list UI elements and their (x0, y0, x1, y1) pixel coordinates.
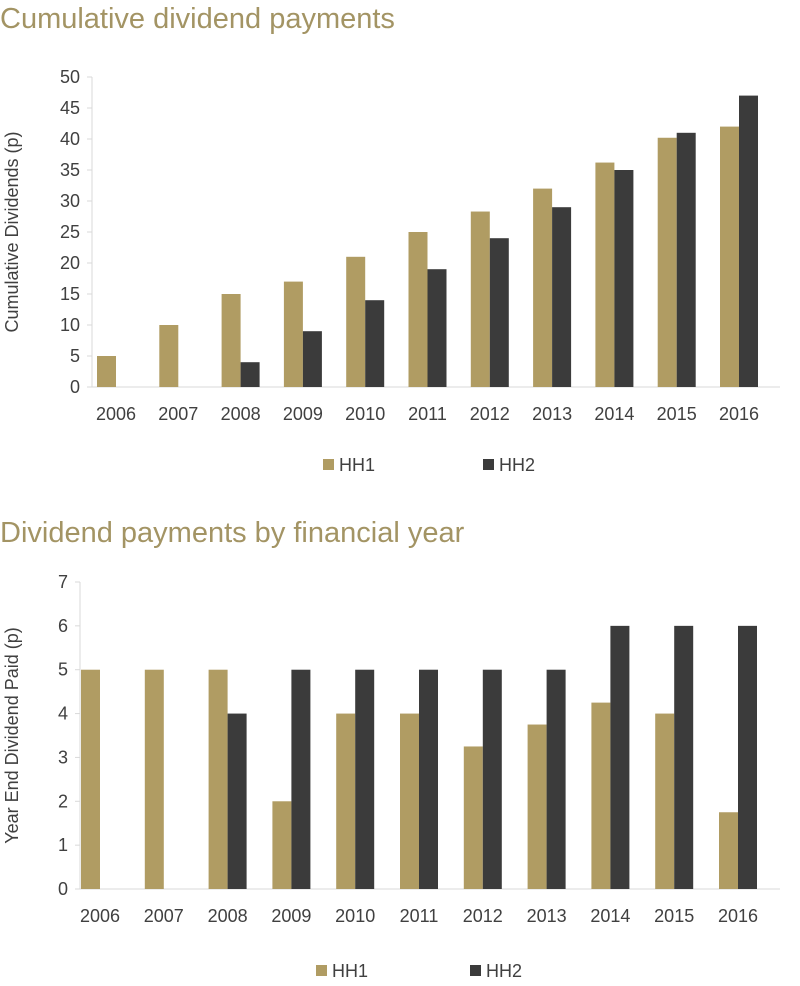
y-tick-label: 6 (58, 616, 68, 636)
y-axis-label: Year End Dividend Paid (p) (2, 627, 22, 843)
legend-label-hh2: HH2 (499, 455, 535, 475)
x-tick-label: 2015 (657, 404, 697, 424)
y-tick-label: 0 (58, 879, 68, 899)
bar-hh2-2012 (489, 238, 509, 387)
bar-hh1-2006 (97, 356, 116, 387)
bar-hh1-2016 (720, 126, 739, 387)
bar-hh1-2013 (533, 188, 553, 387)
bar-hh1-2014 (595, 162, 615, 387)
bar-hh1-2007 (159, 325, 179, 387)
chart-title: Cumulative dividend payments (0, 3, 395, 35)
bar-hh1-2015 (655, 713, 675, 889)
bar-hh2-2016 (739, 95, 758, 387)
bar-hh1-2010 (336, 713, 356, 889)
y-tick-label: 5 (70, 346, 80, 366)
bar-hh1-2010 (346, 256, 366, 387)
x-tick-label: 2010 (335, 906, 375, 926)
x-tick-label: 2007 (158, 404, 198, 424)
x-tick-label: 2014 (590, 906, 630, 926)
bar-hh2-2012 (482, 669, 502, 889)
y-tick-label: 35 (60, 160, 80, 180)
x-tick-label: 2006 (80, 906, 120, 926)
x-tick-label: 2016 (719, 404, 759, 424)
y-tick-label: 30 (60, 191, 80, 211)
bar-hh2-2008 (227, 713, 247, 889)
x-tick-label: 2009 (283, 404, 323, 424)
x-tick-label: 2008 (208, 906, 248, 926)
y-tick-label: 25 (60, 222, 80, 242)
bar-hh1-2008 (208, 669, 228, 889)
legend-swatch-hh1 (323, 459, 334, 470)
x-tick-label: 2006 (96, 404, 136, 424)
bar-hh1-2009 (272, 801, 292, 889)
bar-hh2-2009 (291, 669, 311, 889)
x-tick-label: 2009 (271, 906, 311, 926)
y-tick-label: 3 (58, 747, 68, 767)
y-tick-label: 10 (60, 315, 80, 335)
chart-title: Dividend payments by financial year (0, 517, 465, 549)
bar-hh1-2012 (463, 746, 483, 889)
x-tick-label: 2011 (408, 404, 447, 424)
cumulative-dividend-chart: Cumulative dividend payments 0 5 10 15 20 25 30… (0, 3, 780, 475)
x-tick-label: 2013 (527, 906, 567, 926)
y-tick-label: 5 (58, 660, 68, 680)
bar-hh2-2010 (365, 300, 385, 387)
y-tick-label: 7 (58, 572, 68, 592)
bar-hh2-2011 (427, 269, 447, 387)
bar-hh1-2016 (719, 812, 738, 889)
legend-label-hh1: HH1 (339, 455, 375, 475)
y-tick-label: 1 (58, 835, 68, 855)
bar-hh1-2011 (400, 713, 419, 889)
y-tick-label: 40 (60, 129, 80, 149)
legend-swatch-hh2 (483, 459, 494, 470)
bar-hh2-2015 (674, 625, 694, 889)
bar-hh2-2013 (552, 207, 572, 387)
bar-hh2-2009 (302, 331, 322, 387)
x-tick-label: 2013 (532, 404, 572, 424)
x-tick-label: 2015 (654, 906, 694, 926)
bar-hh2-2014 (610, 625, 630, 889)
bar-hh1-2015 (657, 137, 677, 387)
bar-hh1-2008 (221, 294, 241, 387)
y-tick-label: 50 (60, 67, 80, 87)
y-axis-label: Cumulative Dividends (p) (2, 131, 22, 332)
yearly-dividend-chart: Dividend payments by financial year 0 1 2 3 4… (0, 517, 780, 981)
bar-hh2-2011 (419, 669, 438, 889)
legend-swatch-hh2 (470, 965, 481, 976)
x-tick-label: 2011 (400, 906, 439, 926)
bar-hh1-2011 (408, 232, 428, 387)
bar-hh2-2008 (240, 362, 260, 387)
y-tick-label: 45 (60, 98, 80, 118)
bar-hh2-2016 (738, 625, 757, 889)
y-tick-label: 15 (60, 284, 80, 304)
x-tick-label: 2008 (221, 404, 261, 424)
bar-hh2-2015 (676, 132, 696, 387)
x-tick-label: 2012 (470, 404, 510, 424)
bar-hh2-2013 (546, 669, 566, 889)
bar-hh1-2013 (527, 724, 547, 889)
bar-hh1-2014 (591, 702, 611, 889)
x-tick-label: 2012 (463, 906, 503, 926)
x-tick-label: 2014 (594, 404, 634, 424)
bar-hh1-2007 (144, 669, 164, 889)
y-tick-label: 4 (58, 704, 68, 724)
legend-label-hh2: HH2 (486, 961, 522, 981)
y-tick-label: 0 (70, 377, 80, 397)
bar-hh1-2009 (283, 281, 303, 387)
bar-hh2-2014 (614, 170, 634, 387)
legend-swatch-hh1 (316, 965, 327, 976)
legend-label-hh1: HH1 (332, 961, 368, 981)
bar-hh2-2010 (355, 669, 375, 889)
x-tick-label: 2007 (144, 906, 184, 926)
y-tick-label: 2 (58, 791, 68, 811)
y-tick-label: 20 (60, 253, 80, 273)
x-tick-label: 2016 (718, 906, 758, 926)
bar-hh1-2006 (81, 669, 100, 889)
bar-hh1-2012 (470, 211, 490, 387)
x-tick-label: 2010 (345, 404, 385, 424)
